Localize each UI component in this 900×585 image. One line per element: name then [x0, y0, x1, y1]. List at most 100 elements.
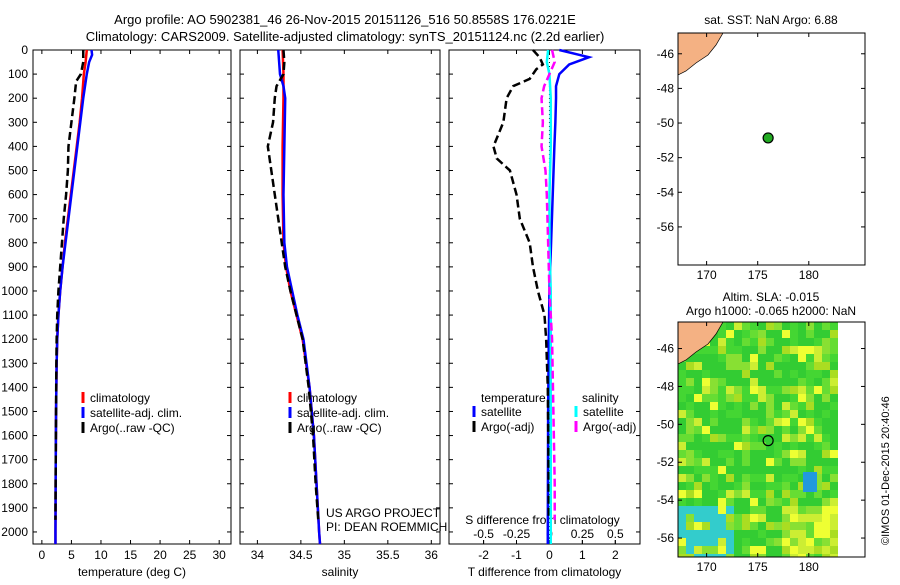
sla-cell [822, 330, 830, 338]
legend-label: Argo(..raw -QC) [90, 421, 175, 435]
sla-cell [702, 386, 710, 394]
sla-cell [726, 522, 734, 530]
sla-cell [814, 394, 822, 402]
sla-cell [766, 458, 774, 466]
sla-cell [814, 506, 822, 514]
series-line-s-satellite [545, 49, 553, 544]
sla-cell [678, 482, 686, 490]
sla-cell [726, 394, 734, 402]
sla-cell [798, 506, 806, 514]
legend-label: satellite [583, 405, 624, 419]
sla-cell [678, 418, 686, 426]
sla-cell [694, 498, 702, 506]
sla-cell [678, 386, 686, 394]
sla-cell [726, 426, 734, 434]
sla-cell [822, 458, 830, 466]
sla-cell [790, 546, 798, 554]
y-tick-label: -56 [657, 220, 675, 234]
sla-cell [822, 466, 830, 474]
sla-cell [814, 386, 822, 394]
sla-cell [798, 418, 806, 426]
sla-cell [686, 498, 694, 506]
map-background [678, 33, 865, 265]
sla-cell [678, 522, 686, 530]
sla-cell [734, 482, 742, 490]
sla-cell [742, 522, 750, 530]
sla-cell [718, 338, 726, 346]
sla-cell [806, 490, 814, 498]
sla-cell [702, 394, 710, 402]
sla-cell [830, 490, 838, 498]
sla-cell [774, 442, 782, 450]
sla-cell [814, 434, 822, 442]
sla-cell [798, 402, 806, 410]
sla-cell [726, 482, 734, 490]
sla-cell [750, 450, 758, 458]
sla-cell [830, 370, 838, 378]
x-tick-label: 35 [338, 548, 352, 562]
sla-cell [694, 386, 702, 394]
sla-cell [750, 402, 758, 410]
sla-cell [782, 522, 790, 530]
sla-cell [814, 554, 822, 557]
sla-cell [814, 378, 822, 386]
sla-cell [678, 538, 686, 546]
sla-cell [790, 538, 798, 546]
sla-cell [750, 322, 758, 330]
x-tick-label: 34.5 [289, 548, 313, 562]
sla-cell [718, 418, 726, 426]
plots-group: 0100200300400500600700800900100011001200… [1, 13, 866, 579]
y-tick-label: -50 [657, 116, 675, 130]
sla-cell [686, 426, 694, 434]
sla-cell [814, 322, 822, 330]
sla-cell [782, 378, 790, 386]
sla-cell [766, 466, 774, 474]
sla-cell [766, 354, 774, 362]
sla-cell [782, 554, 790, 557]
sla-cell [790, 530, 798, 538]
sla-cell [750, 338, 758, 346]
sla-cell [822, 402, 830, 410]
sla-cell [774, 554, 782, 557]
s-tick-label: 0.5 [607, 527, 624, 541]
sla-cell [806, 530, 814, 538]
sla-cell [822, 346, 830, 354]
sla-cell [710, 506, 718, 514]
y-tick-label: 1400 [1, 380, 28, 394]
land-mass [678, 322, 724, 365]
sla-cell [718, 346, 726, 354]
sla-cell [830, 530, 838, 538]
series-line-t-argo-adj- [492, 49, 551, 520]
y-tick-label: -50 [657, 417, 675, 431]
sla-cell [790, 362, 798, 370]
y-tick-label: 400 [8, 139, 28, 153]
sla-cell [694, 458, 702, 466]
sla-cell [830, 546, 838, 554]
sla-cell [702, 434, 710, 442]
map-frame [677, 32, 866, 266]
sla-cell [782, 330, 790, 338]
sla-cell [814, 442, 822, 450]
sla-cell [822, 386, 830, 394]
sla-cell [798, 394, 806, 402]
sla-cell [782, 458, 790, 466]
legend-label: satellite-adj. clim. [90, 406, 182, 420]
sla-cell [686, 466, 694, 474]
sla-cell [806, 346, 814, 354]
x-tick-label: 175 [748, 268, 768, 282]
map-content [678, 322, 838, 557]
sla-cell [734, 322, 742, 330]
sla-cell [790, 426, 798, 434]
sla-cell [774, 458, 782, 466]
sla-cell [726, 378, 734, 386]
sla-cell [798, 354, 806, 362]
x-axis-label: salinity [322, 565, 359, 579]
sla-cell [806, 330, 814, 338]
y-tick-label: 300 [8, 115, 28, 129]
sla-cell [766, 346, 774, 354]
sla-cell [790, 394, 798, 402]
sla-cell [718, 434, 726, 442]
sla-cell [806, 394, 814, 402]
sla-cell [790, 338, 798, 346]
sla-cell [822, 426, 830, 434]
